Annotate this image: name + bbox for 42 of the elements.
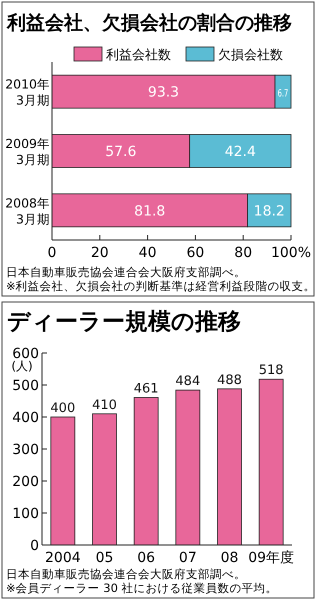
y-tick-label: 2009年 3月期	[5, 136, 50, 167]
text: ※利益会社、欠損会社の判断基準は経営利益段階の収支。	[6, 279, 316, 293]
data-label: 42.4	[224, 144, 256, 160]
y-tick-label: 400	[12, 410, 39, 426]
data-label: 6.7	[278, 88, 288, 100]
data-label: 18.2	[254, 203, 285, 220]
y-tick-label: 200	[12, 474, 39, 490]
x-tick-label: 80	[234, 245, 252, 261]
data-label: 488	[217, 372, 242, 388]
data-label: 410	[92, 398, 117, 413]
x-tick-label: 60	[186, 245, 204, 261]
data-label: 484	[175, 374, 200, 390]
y-tick-label: 300	[12, 442, 39, 458]
data-label: 81.8	[134, 203, 166, 220]
chart-title: 利益会社、欠損会社の割合の推移	[6, 12, 292, 34]
legend-label: 欠損会社数	[218, 48, 283, 63]
text: ※会員ディーラー 30 社における従業員数の平均。	[6, 581, 278, 595]
chart-title: ディーラー規模の推移	[7, 309, 241, 335]
text: 日本自動車販売協会連合会大阪府支部調べ。	[6, 265, 246, 279]
y-tick-label: 0	[30, 538, 39, 554]
x-tick-label: 07	[178, 550, 197, 566]
data-label: 400	[50, 401, 76, 416]
y-tick-label: 500	[12, 378, 39, 394]
x-tick-label: 100%	[270, 245, 312, 261]
y-tick-label: 2010年 3月期	[5, 76, 50, 108]
y-tick-label: 100	[12, 506, 39, 522]
x-tick-label: 09年度	[248, 550, 294, 566]
y-tick-label: 600	[12, 346, 39, 362]
x-tick-label: 08	[220, 550, 238, 566]
x-tick-label: 40	[138, 245, 157, 261]
text: 日本自動車販売協会連合会大阪府支部調べ。	[6, 567, 246, 581]
data-label: 518	[258, 363, 284, 378]
x-tick-label: 06	[137, 550, 156, 566]
legend-label: 利益会社数	[106, 48, 171, 63]
x-tick-label: 2004	[45, 550, 81, 566]
data-label: 93.3	[148, 84, 180, 101]
y-axis-title: (人)	[11, 359, 33, 373]
x-tick-label: 20	[90, 245, 109, 261]
y-tick-label: 2008年 3月期	[5, 195, 50, 226]
data-label: 461	[134, 381, 159, 396]
data-label: 57.6	[105, 144, 137, 160]
x-tick-label: 05	[96, 550, 114, 566]
